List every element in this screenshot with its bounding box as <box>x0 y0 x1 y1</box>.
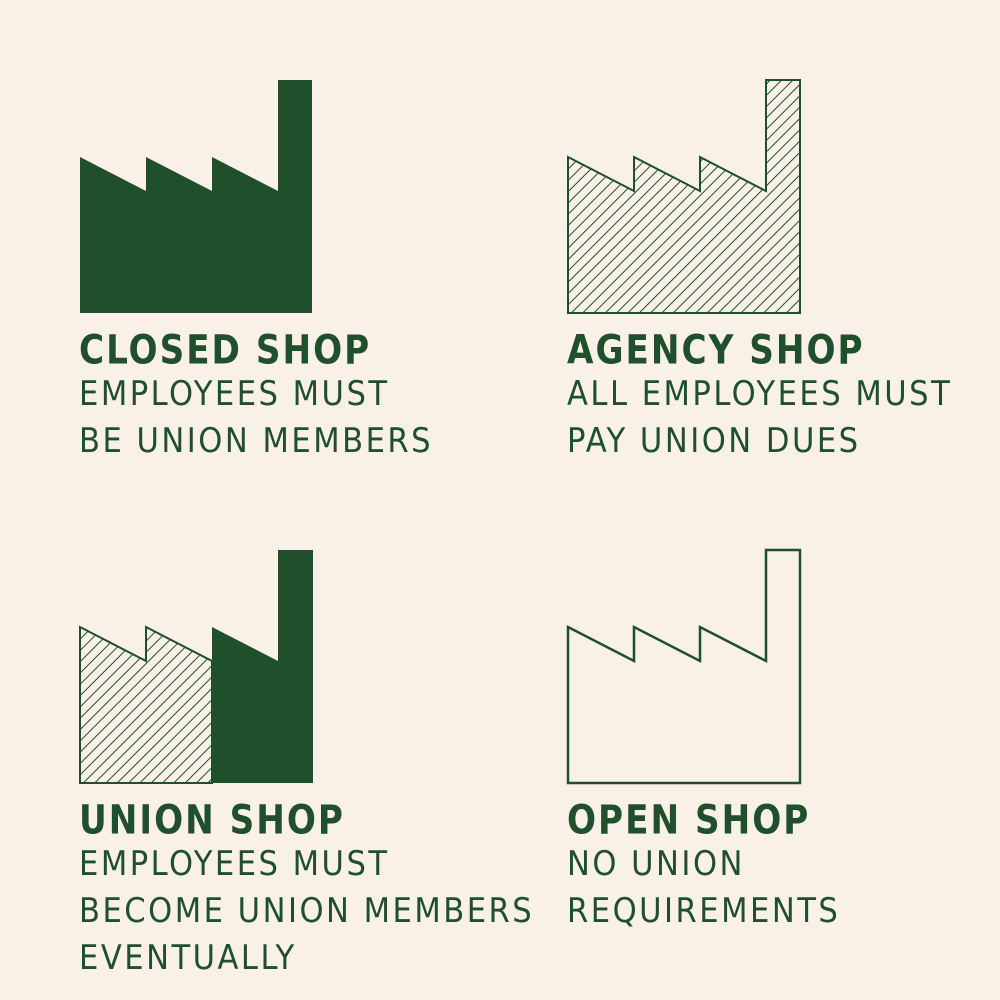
agency-shop-panel: AGENCY SHOP ALL EMPLOYEES MUST PAY UNION… <box>567 79 987 461</box>
open-shop-title: OPEN SHOP <box>567 796 811 844</box>
agency-shop-description-line-2: PAY UNION DUES <box>567 421 861 461</box>
open-shop-description-line-2: REQUIREMENTS <box>567 891 841 931</box>
agency-shop-title: AGENCY SHOP <box>567 326 865 374</box>
closed-shop-description: EMPLOYEES MUST BE UNION MEMBERS <box>79 371 433 465</box>
open-shop-description-line-1: NO UNION <box>567 844 745 884</box>
closed-shop-description-line-2: BE UNION MEMBERS <box>79 421 434 461</box>
open-shop-description: NO UNION REQUIREMENTS <box>567 841 840 935</box>
closed-shop-description-line-1: EMPLOYEES MUST <box>79 374 390 414</box>
open-shop-panel: OPEN SHOP NO UNION REQUIREMENTS <box>566 548 987 931</box>
closed-shop-panel: CLOSED SHOP EMPLOYEES MUST BE UNION MEMB… <box>79 79 499 461</box>
union-shop-description-line-3: EVENTUALLY <box>79 938 297 978</box>
union-shop-panel: UNION SHOP EMPLOYEES MUST BECOME UNION M… <box>79 549 532 978</box>
union-shop-title: UNION SHOP <box>79 796 345 844</box>
agency-shop-description: ALL EMPLOYEES MUST PAY UNION DUES <box>567 371 952 465</box>
factory-hatched-icon <box>567 79 801 314</box>
factory-half-hatched-half-solid-icon <box>79 550 313 784</box>
factory-outline-icon <box>566 548 802 785</box>
agency-shop-description-line-1: ALL EMPLOYEES MUST <box>567 374 953 414</box>
union-shop-description: EMPLOYEES MUST BECOME UNION MEMBERS EVEN… <box>79 841 534 982</box>
factory-solid-icon <box>80 80 312 313</box>
closed-shop-title: CLOSED SHOP <box>79 326 372 374</box>
union-shop-description-line-2: BECOME UNION MEMBERS <box>79 891 535 931</box>
union-shop-description-line-1: EMPLOYEES MUST <box>79 844 390 884</box>
